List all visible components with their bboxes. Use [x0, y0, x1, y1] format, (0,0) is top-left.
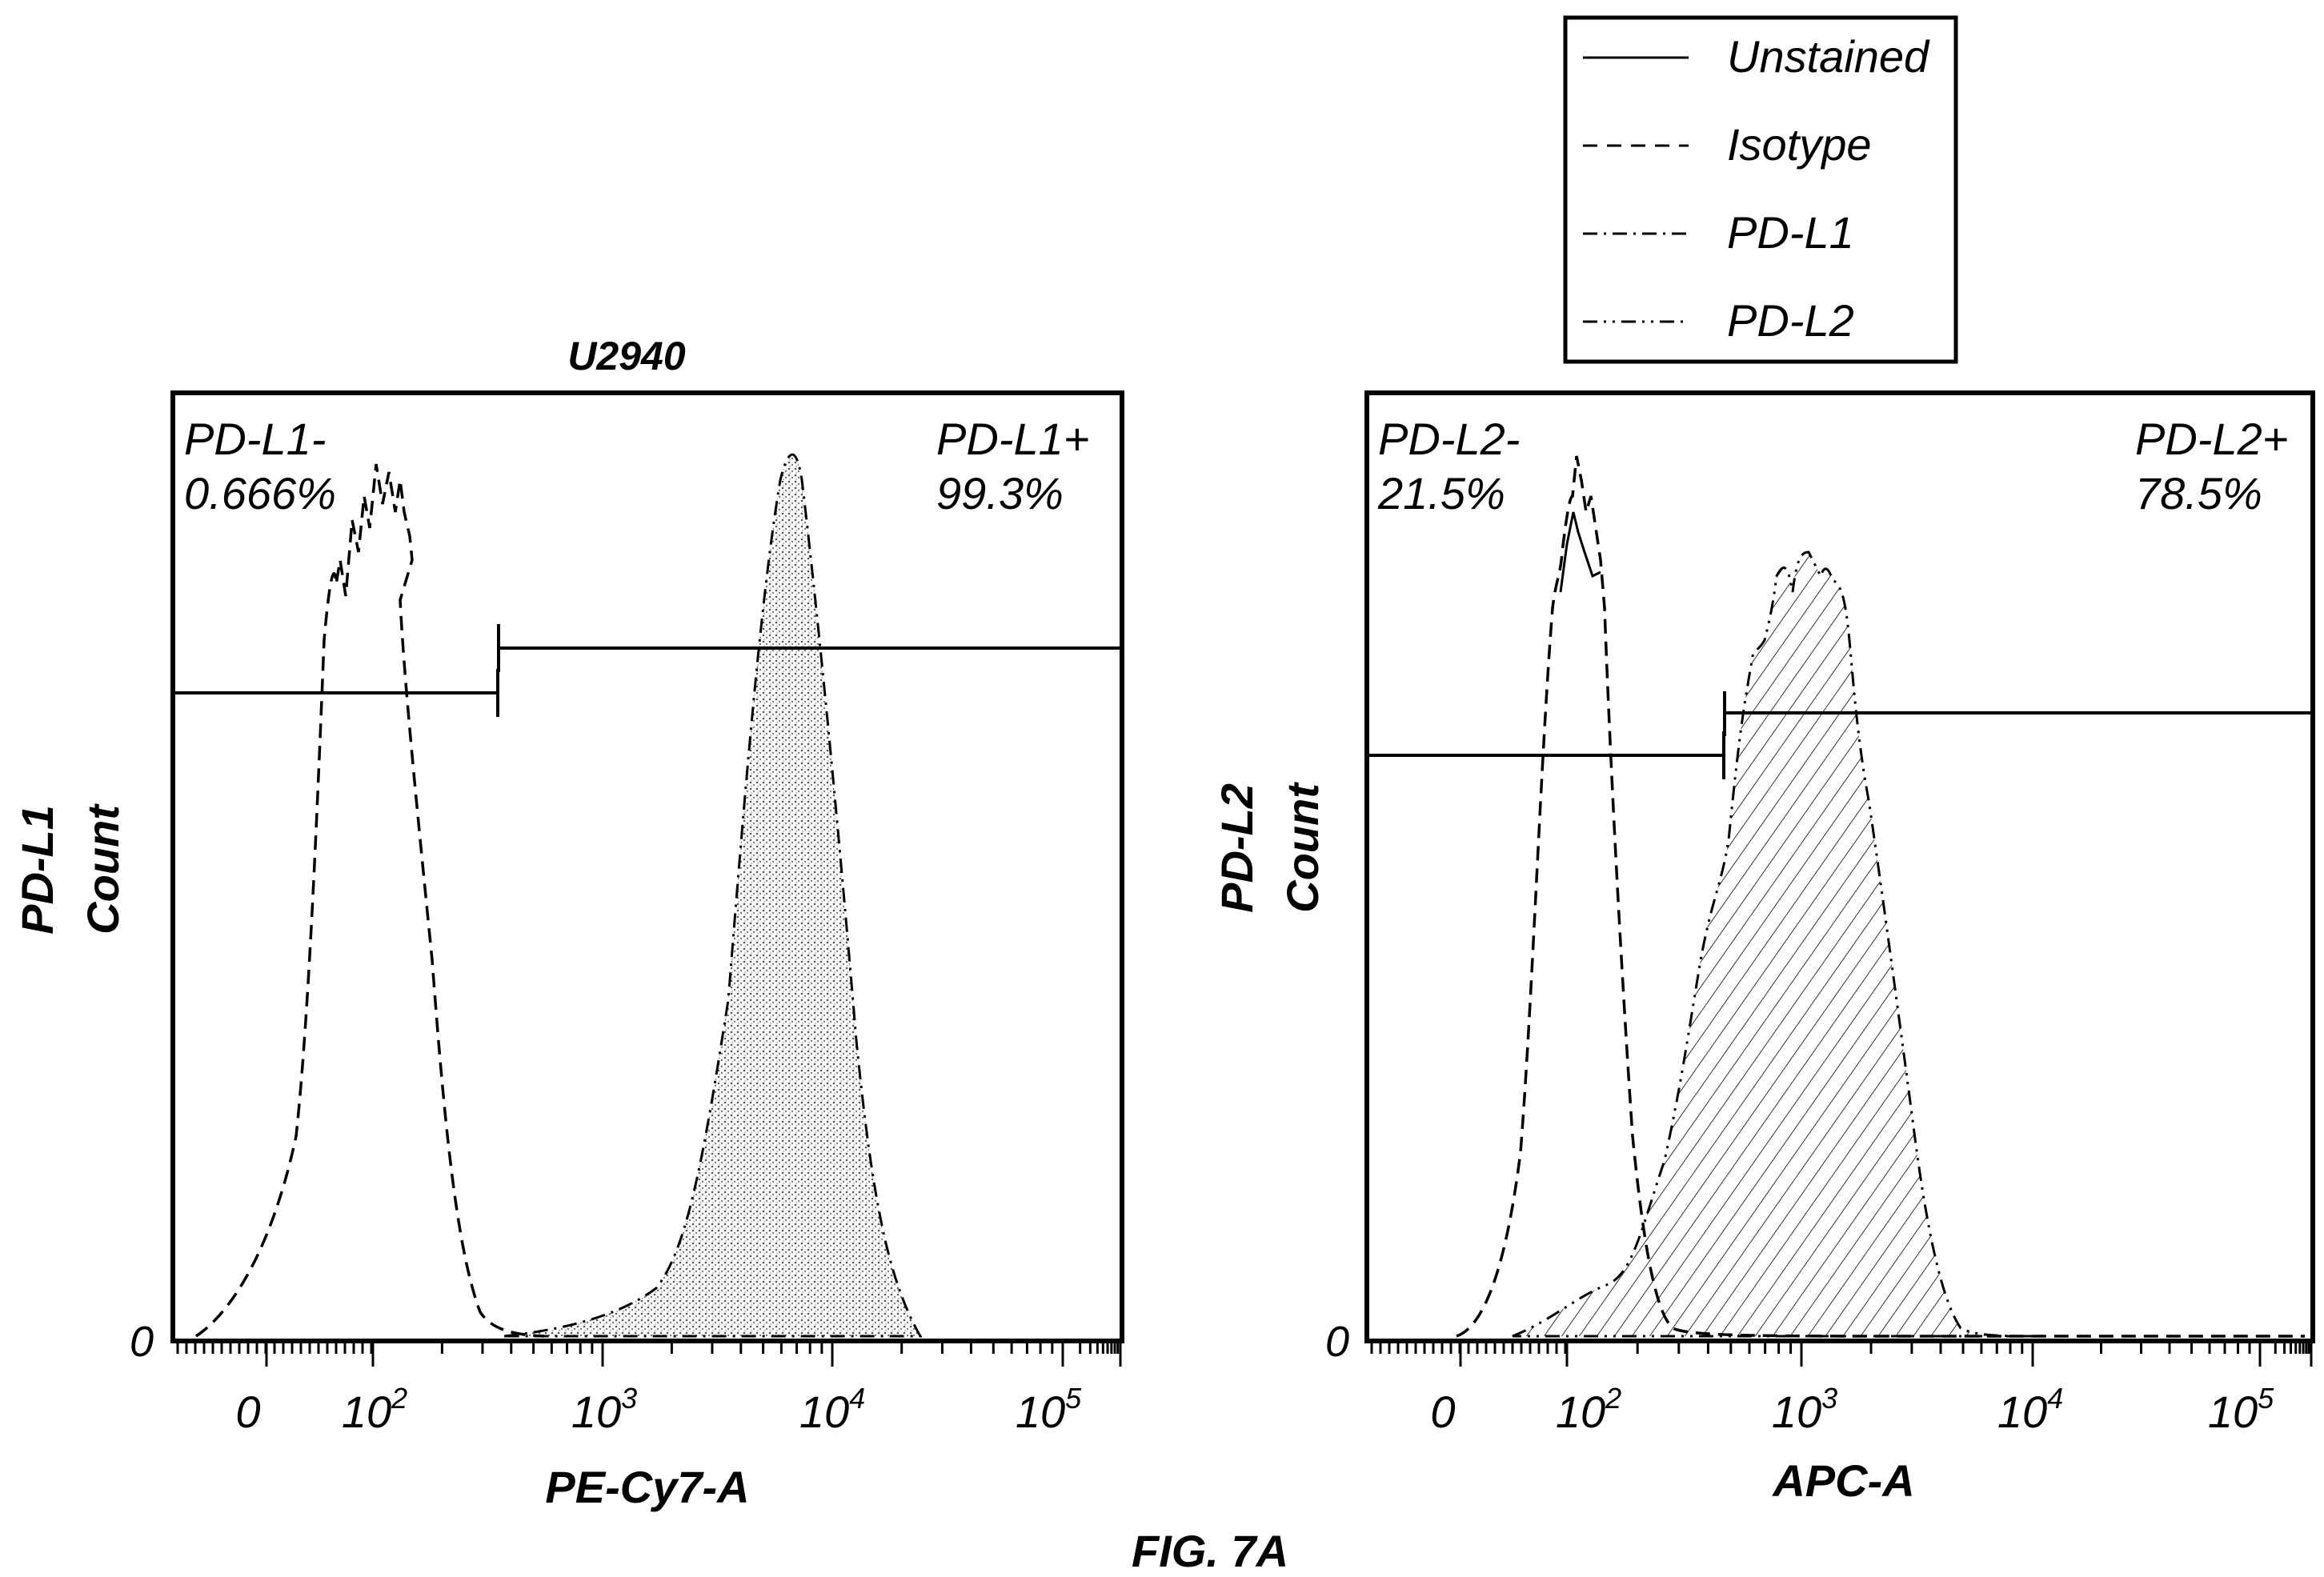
x-tick-exp-1e2: 2	[391, 1382, 407, 1415]
panel-pd-l2-gates	[1368, 691, 2311, 779]
x-tick-exp-1e4: 4	[2047, 1382, 2063, 1415]
panel-pd-l1-y-label-line1: PD-L1	[12, 805, 62, 935]
x-tick-label-1e2: 102	[1556, 1382, 1621, 1437]
x-tick-exp-1e5: 5	[1065, 1382, 1082, 1415]
gate-label-pd-l1-neg-name: PD-L1-	[184, 414, 326, 464]
x-tick-label-1e4: 104	[799, 1382, 865, 1437]
series-isotype-pd-l2	[1456, 455, 2305, 1338]
panel-pd-l2-y-label-line2: Count	[1277, 782, 1328, 913]
x-tick-label-1e2: 102	[342, 1382, 407, 1437]
panel-pd-l2-y-zero: 0	[1325, 1318, 1349, 1366]
panel-pd-l1-title: U2940	[567, 334, 686, 378]
x-tick-label-1e5: 105	[2208, 1382, 2274, 1437]
series-unstained-pd-l2	[1559, 511, 1601, 593]
series-pd-l1	[503, 453, 923, 1338]
x-tick-base-1e2: 10	[342, 1387, 391, 1437]
panel-pd-l2-frame	[1364, 390, 2315, 1343]
gate-label-pd-l2-neg-name: PD-L2-	[1378, 414, 1520, 464]
panel-pd-l2-x-axis-ticks	[1370, 1341, 2313, 1367]
panel-pd-l1-x-label: PE-Cy7-A	[545, 1462, 749, 1512]
x-tick-exp-1e2: 2	[1605, 1382, 1621, 1415]
x-tick-base-1e5: 10	[2208, 1387, 2258, 1437]
x-tick-base-1e4: 10	[799, 1387, 849, 1437]
legend-label-pd-l2: PD-L2	[1727, 295, 1854, 346]
panel-pd-l1-frame	[170, 390, 1124, 1343]
series-pd-l2	[1512, 550, 2042, 1338]
x-tick-label-0: 0	[1430, 1387, 1455, 1437]
x-tick-base-1e5: 10	[1016, 1387, 1065, 1437]
legend-label-pd-l1: PD-L1	[1727, 207, 1854, 258]
panel-pd-l1: U2940 PD-L1- 0.666% PD-L1+ 99.3% 0 0 102…	[12, 334, 1124, 1512]
gate-label-pd-l2-pos-percent: 78.5%	[2135, 468, 2262, 518]
panel-pd-l2: PD-L2- 21.5% PD-L2+ 78.5% 0 0 102 103 10…	[1212, 390, 2315, 1506]
gate-label-pd-l1-neg-percent: 0.666%	[184, 468, 336, 518]
panel-pd-l1-gates	[174, 624, 1120, 717]
x-tick-label-1e3: 103	[571, 1382, 637, 1437]
legend-box	[1563, 15, 1958, 364]
x-tick-exp-1e3: 3	[1821, 1382, 1837, 1415]
legend: Unstained Isotype PD-L1 PD-L2	[1563, 15, 1958, 364]
x-tick-base-1e3: 10	[571, 1387, 621, 1437]
legend-label-isotype: Isotype	[1727, 119, 1872, 170]
x-tick-label-1e5: 105	[1016, 1382, 1082, 1437]
panel-pd-l2-x-label: APC-A	[1771, 1455, 1914, 1506]
x-tick-exp-1e4: 4	[849, 1382, 865, 1415]
x-tick-base-1e4: 10	[1997, 1387, 2047, 1437]
gate-label-pd-l1-pos-name: PD-L1+	[936, 414, 1089, 464]
panel-pd-l1-y-zero: 0	[130, 1318, 154, 1366]
gate-label-pd-l1-pos-percent: 99.3%	[936, 468, 1064, 518]
gate-label-pd-l2-neg-percent: 21.5%	[1377, 468, 1505, 518]
x-tick-label-1e4: 104	[1997, 1382, 2063, 1437]
x-tick-base-1e3: 10	[1772, 1387, 1821, 1437]
x-tick-base-1e2: 10	[1556, 1387, 1605, 1437]
gate-label-pd-l2-pos-name: PD-L2+	[2135, 414, 2288, 464]
figure-caption: FIG. 7A	[1132, 1526, 1288, 1576]
x-tick-exp-1e3: 3	[621, 1382, 637, 1415]
panel-pd-l1-y-label-line2: Count	[78, 803, 128, 935]
x-tick-exp-1e5: 5	[2258, 1382, 2274, 1415]
panel-pd-l2-y-label-line1: PD-L2	[1212, 783, 1262, 913]
series-isotype-pd-l1	[195, 463, 545, 1338]
x-tick-label-0: 0	[235, 1387, 260, 1437]
panel-pd-l1-x-axis-ticks	[176, 1341, 1122, 1367]
legend-label-unstained: Unstained	[1727, 31, 1930, 82]
x-tick-label-1e3: 103	[1772, 1382, 1837, 1437]
